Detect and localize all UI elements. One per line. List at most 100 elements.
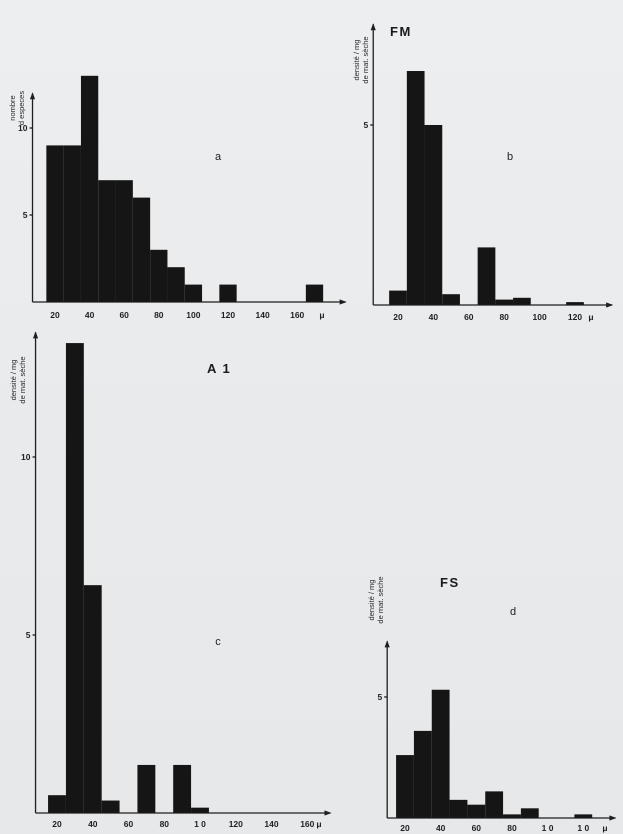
x-tick-label-a-160: 160 (290, 310, 304, 320)
bar-c-20 (48, 795, 66, 813)
x-tick-label-c-60: 60 (124, 819, 134, 829)
x-tick-label-a-60: 60 (119, 310, 129, 320)
panel-label-b: b (507, 151, 513, 163)
chart-title-d: FS (440, 575, 460, 590)
x-tick-label-c-80: 80 (160, 819, 170, 829)
bar-b-120 (566, 302, 584, 305)
bar-b-90 (513, 297, 531, 305)
panel-d: 20 40 60 80 1 0 1 0 μ 5 densité / mg de mat. sèch… (367, 575, 617, 833)
x-tick-label-c-140: 140 (264, 819, 278, 829)
bar-d-70 (485, 791, 504, 818)
bar-a-60 (115, 180, 133, 302)
bar-a-90 (167, 267, 185, 302)
x-tick-label-b-100: 100 (533, 312, 547, 322)
x-unit-label-a: μ (319, 310, 324, 320)
x-tick-label-b-80: 80 (499, 312, 509, 322)
x-unit-label-b: μ (588, 312, 593, 322)
chart-title-b: FM (390, 24, 412, 39)
bar-c-100 (191, 807, 209, 813)
bar-a-40 (80, 75, 99, 302)
x-tick-label-b-20: 20 (393, 312, 403, 322)
y-axis-arrow-c (32, 331, 39, 339)
x-tick-label-c-100: 1 0 (194, 819, 206, 829)
x-axis-arrow-d (609, 815, 617, 821)
bar-c-90 (173, 764, 192, 813)
chart-title-c: A 1 (207, 361, 231, 376)
bar-b-20 (389, 290, 407, 305)
bar-d-30 (413, 730, 432, 818)
bar-b-40 (424, 125, 443, 305)
y-axis-arrow-a (29, 92, 36, 100)
panel-c: 20 40 60 80 1 0 120 140 160 μ 5 10 densité / mg de m… (9, 331, 332, 829)
bar-b-50 (442, 294, 460, 305)
y-axis-label-b-line-1: densité / mg (352, 40, 361, 81)
x-tick-label-d-120: 1 0 (577, 823, 589, 833)
bar-d-90 (520, 808, 539, 818)
bar-d-40 (431, 689, 450, 818)
bar-d-50 (449, 799, 468, 818)
x-unit-label-c: μ (316, 819, 321, 829)
bar-c-40 (83, 585, 102, 813)
x-axis-arrow-b (606, 302, 614, 308)
y-tick-label-c-5: 5 (26, 630, 31, 640)
x-tick-label-a-100: 100 (186, 310, 200, 320)
bar-a-30 (63, 145, 81, 302)
y-tick-label-b-5: 5 (363, 120, 368, 130)
bar-a-50 (98, 180, 116, 302)
y-tick-label-c-10: 10 (21, 452, 31, 462)
y-tick-label-a-10: 10 (18, 123, 28, 133)
bar-b-30 (406, 71, 425, 305)
bar-d-20 (396, 755, 414, 818)
y-tick-label-d-5: 5 (377, 692, 382, 702)
bar-a-120 (219, 284, 237, 302)
x-tick-label-d-100: 1 0 (542, 823, 554, 833)
bar-a-170 (305, 284, 324, 302)
x-tick-label-a-80: 80 (154, 310, 164, 320)
x-tick-label-c-120: 120 (229, 819, 243, 829)
x-tick-label-d-40: 40 (436, 823, 446, 833)
x-tick-label-a-120: 120 (221, 310, 235, 320)
x-axis-arrow-a (339, 299, 347, 305)
y-axis-label-a-line-1: nombre (8, 95, 17, 120)
x-tick-label-b-60: 60 (464, 312, 474, 322)
bar-d-60 (467, 804, 486, 818)
x-tick-label-a-40: 40 (85, 310, 95, 320)
bar-b-80 (495, 299, 514, 305)
x-tick-label-c-160: 160 (300, 819, 314, 829)
x-tick-label-a-20: 20 (50, 310, 60, 320)
panel-label-d: d (510, 606, 516, 618)
x-tick-label-b-40: 40 (429, 312, 439, 322)
bar-d-120 (574, 814, 593, 818)
y-axis-label-c-line-1: densité / mg (9, 360, 18, 401)
y-tick-label-a-5: 5 (23, 210, 28, 220)
x-unit-label-d: μ (602, 823, 607, 833)
y-axis-label-a-line-2: d especes (17, 91, 26, 125)
x-tick-label-c-40: 40 (88, 819, 98, 829)
y-axis-label-d-line-1: densité / mg (367, 580, 376, 621)
bar-b-70 (477, 247, 496, 305)
y-axis-arrow-b (370, 23, 376, 31)
y-axis-label-b-line-2: de mat. sèche (361, 36, 370, 83)
bar-c-70 (137, 764, 156, 813)
x-axis-arrow-c (324, 810, 332, 816)
x-tick-label-d-60: 60 (472, 823, 482, 833)
x-tick-label-d-20: 20 (400, 823, 410, 833)
bar-a-80 (150, 249, 168, 302)
bar-d-80 (503, 814, 521, 818)
x-tick-label-d-80: 80 (507, 823, 517, 833)
panel-label-a: a (215, 151, 222, 163)
bar-c-50 (101, 800, 120, 813)
x-tick-label-a-140: 140 (256, 310, 270, 320)
panel-label-c: c (215, 636, 221, 648)
y-axis-label-c-line-2: de mat. sèche (18, 356, 27, 403)
bar-a-100 (184, 284, 203, 302)
panel-b: 20 40 60 80 100 120 μ 5 densité / mg de mat. sèch… (352, 23, 614, 322)
bar-c-30 (65, 343, 84, 813)
x-tick-label-b-120: 120 (568, 312, 582, 322)
x-tick-label-c-20: 20 (52, 819, 62, 829)
y-axis-arrow-d (384, 640, 390, 648)
bar-a-70 (132, 197, 151, 302)
bar-a-20 (46, 145, 64, 302)
